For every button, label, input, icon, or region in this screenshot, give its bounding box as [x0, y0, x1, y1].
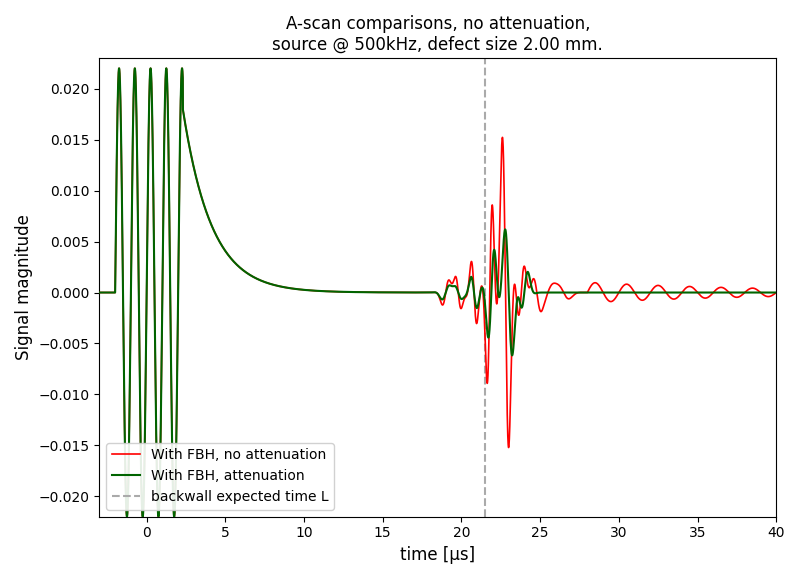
Legend: With FBH, no attenuation, With FBH, attenuation, backwall expected time L: With FBH, no attenuation, With FBH, atte…	[106, 443, 334, 510]
With FBH, attenuation	[154, 513, 163, 520]
With FBH, no attenuation	[770, 290, 780, 297]
With FBH, attenuation	[94, 289, 104, 296]
With FBH, no attenuation	[94, 289, 104, 296]
Title: A-scan comparisons, no attenuation,
source @ 500kHz, defect size 2.00 mm.: A-scan comparisons, no attenuation, sour…	[273, 15, 603, 54]
With FBH, no attenuation	[683, 284, 693, 291]
Line: With FBH, no attenuation: With FBH, no attenuation	[99, 68, 776, 516]
Y-axis label: Signal magnitude: Signal magnitude	[15, 214, 33, 360]
With FBH, attenuation	[114, 65, 124, 72]
With FBH, attenuation	[762, 289, 772, 296]
With FBH, no attenuation	[526, 280, 536, 287]
With FBH, no attenuation	[771, 289, 781, 296]
With FBH, attenuation	[771, 289, 781, 296]
With FBH, no attenuation	[702, 295, 711, 302]
X-axis label: time [µs]: time [µs]	[400, 546, 475, 564]
With FBH, no attenuation	[399, 289, 409, 296]
With FBH, no attenuation	[154, 513, 163, 520]
With FBH, attenuation	[399, 289, 409, 296]
With FBH, attenuation	[770, 289, 780, 296]
With FBH, attenuation	[702, 289, 711, 296]
With FBH, attenuation	[526, 283, 536, 290]
With FBH, no attenuation	[114, 65, 124, 72]
With FBH, no attenuation	[762, 293, 772, 300]
With FBH, attenuation	[683, 289, 693, 296]
Line: With FBH, attenuation: With FBH, attenuation	[99, 68, 776, 516]
